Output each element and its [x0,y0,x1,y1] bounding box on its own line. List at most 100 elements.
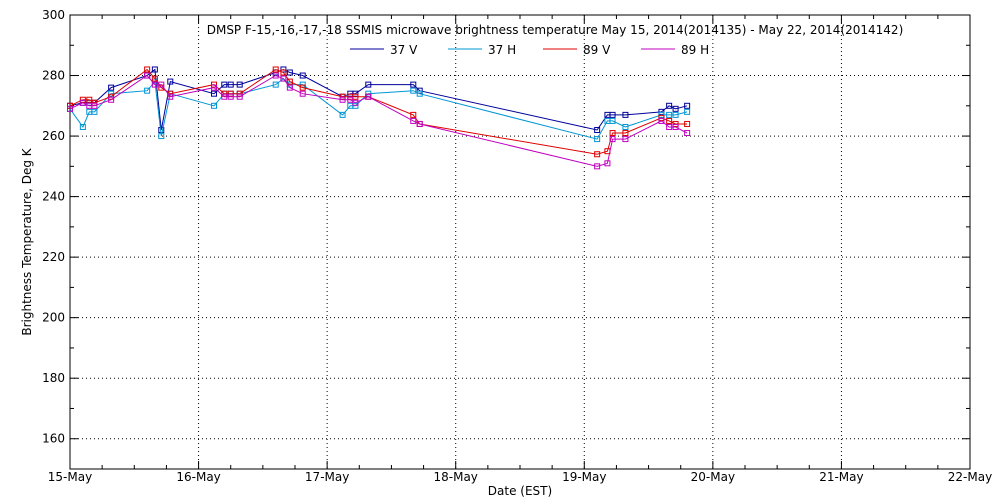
data-point [365,81,372,88]
x-tick-label: 21-May [819,470,863,484]
data-point [352,93,359,100]
data-point [227,90,234,97]
data-point [280,69,287,76]
data-point [658,108,665,115]
series-line [69,77,688,140]
legend-label: 89 V [583,43,611,57]
data-point [339,111,346,118]
data-point [211,90,217,97]
data-point [236,81,243,88]
data-point [91,102,98,109]
data-point [272,81,279,88]
data-point [299,84,306,91]
data-point [410,87,417,94]
y-tick-label: 260 [42,129,65,143]
data-point [108,84,115,91]
series-89-h [67,72,691,170]
series-line [69,68,688,155]
data-point [286,69,293,76]
data-point [79,96,86,103]
data-point [684,130,691,137]
data-point [211,102,217,109]
data-point [286,84,293,91]
legend-label: 89 H [681,43,709,57]
data-point [352,99,359,106]
data-point [227,81,234,88]
data-point [339,96,346,103]
y-tick-label: 300 [42,8,65,22]
data-point [666,123,673,130]
data-point [594,127,601,134]
data-point [280,75,287,82]
data-point [684,108,691,115]
data-point [144,72,151,79]
series-37-v [67,66,691,134]
legend-label: 37 V [390,43,418,57]
legend-label: 37 H [488,43,516,57]
data-point [410,111,417,118]
data-point [158,81,165,88]
data-point [416,90,423,97]
data-point [227,93,234,100]
data-point [594,136,601,143]
data-point [86,96,93,103]
data-point [666,102,673,109]
data-point [658,117,665,124]
data-point [167,78,174,85]
data-point [410,117,417,124]
data-point [609,130,616,137]
data-point [666,111,673,118]
x-tick-label: 20-May [691,470,735,484]
data-point [144,66,151,73]
y-tick-label: 220 [42,250,65,264]
chart-title: DMSP F-15,-16,-17,-18 SSMIS microwave br… [207,23,904,37]
plot-frame [69,14,971,470]
data-point [672,123,679,130]
data-point [365,93,372,100]
y-tick-label: 160 [42,432,65,446]
data-point [79,123,86,130]
x-tick-label: 22-May [948,470,992,484]
data-point [79,99,86,106]
data-point [91,108,98,115]
data-point [151,66,158,73]
y-axis-label: Brightness Temperature, Deg K [20,147,34,335]
data-point [594,163,601,170]
data-point [604,160,611,167]
data-point [144,87,151,94]
data-point [67,105,73,112]
data-point [286,78,293,85]
x-tick-label: 17-May [305,470,349,484]
y-tick-label: 240 [42,190,65,204]
data-point [272,66,279,73]
data-point [299,90,306,97]
x-axis-label: Date (EST) [488,484,552,498]
axis-ticks: 160 180 200 220 240 260 280 300 15-May 16-May 17-M… [42,8,992,484]
data-point [622,130,629,137]
data-point [108,96,115,103]
data-point [622,123,629,130]
x-tick-label: 18-May [434,470,478,484]
data-point [299,72,306,79]
data-point [410,81,417,88]
data-point [672,105,679,112]
x-tick-label: 19-May [562,470,606,484]
data-point [672,120,679,127]
data-point [158,133,165,140]
data-point [622,136,629,143]
data-point [272,72,279,79]
data-point [236,93,243,100]
data-point [221,93,228,100]
data-point [352,90,359,97]
data-point [347,96,354,103]
grid-lines [70,15,970,469]
data-point [672,111,679,118]
data-point [416,120,423,127]
data-point [594,151,601,158]
series-line [69,74,688,167]
series-89-v [67,66,691,158]
data-point [622,111,629,118]
data-point [609,111,616,118]
data-point [684,120,691,127]
